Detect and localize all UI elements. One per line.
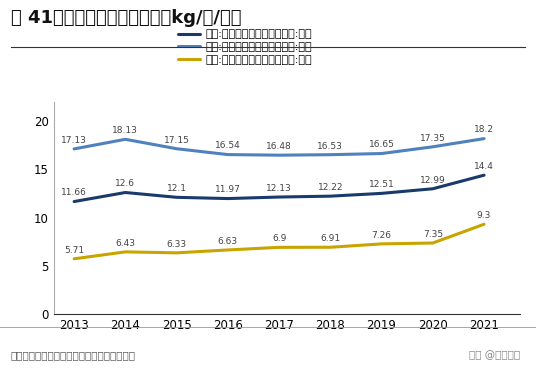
中国:全国居民人均食品消费量:奶类 xyxy=(173,195,180,200)
中国:全国居民人均食品消费量:奶类 xyxy=(122,190,129,195)
Text: 6.9: 6.9 xyxy=(272,234,286,243)
Text: 图 41：我国奶类人均消费量（kg/人/年）: 图 41：我国奶类人均消费量（kg/人/年） xyxy=(11,9,241,28)
Text: 7.35: 7.35 xyxy=(423,230,443,239)
中国:城镇居民人均食品消费量:奶类 xyxy=(71,147,77,151)
Text: 6.91: 6.91 xyxy=(320,234,340,243)
Text: 12.13: 12.13 xyxy=(266,184,292,193)
Text: 17.13: 17.13 xyxy=(61,136,87,145)
Text: 12.51: 12.51 xyxy=(369,180,394,189)
中国:农村居民人均食品消费量:奶类 xyxy=(122,249,129,254)
Text: 16.65: 16.65 xyxy=(369,140,394,149)
Text: 6.63: 6.63 xyxy=(218,237,238,246)
中国:城镇居民人均食品消费量:奶类 xyxy=(327,152,333,157)
中国:全国居民人均食品消费量:奶类 xyxy=(276,195,282,199)
中国:城镇居民人均食品消费量:奶类 xyxy=(225,152,231,157)
Text: 6.43: 6.43 xyxy=(115,239,136,248)
中国:全国居民人均食品消费量:奶类 xyxy=(481,173,487,177)
中国:城镇居民人均食品消费量:奶类 xyxy=(122,137,129,142)
Text: 11.97: 11.97 xyxy=(215,185,241,194)
Text: 16.48: 16.48 xyxy=(266,142,292,151)
Text: 14.4: 14.4 xyxy=(474,162,494,171)
Text: 资料来源：国家统计局、国元证券研究所整理: 资料来源：国家统计局、国元证券研究所整理 xyxy=(11,350,136,360)
Text: 18.2: 18.2 xyxy=(474,125,494,135)
Text: 11.66: 11.66 xyxy=(61,188,87,197)
中国:全国居民人均食品消费量:奶类 xyxy=(225,196,231,201)
Text: 18.13: 18.13 xyxy=(113,126,138,135)
中国:全国居民人均食品消费量:奶类 xyxy=(327,194,333,198)
中国:农村居民人均食品消费量:奶类 xyxy=(225,248,231,252)
Text: 17.35: 17.35 xyxy=(420,134,446,143)
中国:农村居民人均食品消费量:奶类 xyxy=(429,241,436,245)
Line: 中国:农村居民人均食品消费量:奶类: 中国:农村居民人均食品消费量:奶类 xyxy=(74,224,484,259)
中国:全国居民人均食品消费量:奶类 xyxy=(378,191,385,196)
Text: 6.33: 6.33 xyxy=(167,240,187,249)
中国:农村居民人均食品消费量:奶类 xyxy=(276,245,282,249)
中国:全国居民人均食品消费量:奶类 xyxy=(71,199,77,204)
Text: 7.26: 7.26 xyxy=(371,231,392,240)
Text: 知乎 @未来智库: 知乎 @未来智库 xyxy=(469,350,520,360)
Text: 5.71: 5.71 xyxy=(64,246,84,255)
中国:城镇居民人均食品消费量:奶类 xyxy=(276,153,282,158)
中国:城镇居民人均食品消费量:奶类 xyxy=(173,146,180,151)
中国:城镇居民人均食品消费量:奶类 xyxy=(429,144,436,149)
Line: 中国:城镇居民人均食品消费量:奶类: 中国:城镇居民人均食品消费量:奶类 xyxy=(74,139,484,155)
中国:城镇居民人均食品消费量:奶类 xyxy=(378,151,385,156)
Text: 12.99: 12.99 xyxy=(420,176,445,184)
Text: 16.53: 16.53 xyxy=(317,141,343,150)
中国:农村居民人均食品消费量:奶类 xyxy=(327,245,333,249)
Text: 9.3: 9.3 xyxy=(477,211,491,220)
Legend: 中国:全国居民人均食品消费量:奶类, 中国:城镇居民人均食品消费量:奶类, 中国:农村居民人均食品消费量:奶类: 中国:全国居民人均食品消费量:奶类, 中国:城镇居民人均食品消费量:奶类, 中国… xyxy=(176,27,315,67)
中国:农村居民人均食品消费量:奶类 xyxy=(378,242,385,246)
中国:全国居民人均食品消费量:奶类 xyxy=(429,186,436,191)
中国:农村居民人均食品消费量:奶类 xyxy=(481,222,487,226)
中国:农村居民人均食品消费量:奶类 xyxy=(71,257,77,261)
Text: 12.22: 12.22 xyxy=(317,183,343,192)
Text: 12.6: 12.6 xyxy=(115,179,136,188)
Text: 12.1: 12.1 xyxy=(167,184,187,193)
Line: 中国:全国居民人均食品消费量:奶类: 中国:全国居民人均食品消费量:奶类 xyxy=(74,175,484,201)
Text: 16.54: 16.54 xyxy=(215,141,241,150)
中国:城镇居民人均食品消费量:奶类 xyxy=(481,136,487,141)
Text: 17.15: 17.15 xyxy=(163,136,190,144)
中国:农村居民人均食品消费量:奶类 xyxy=(173,251,180,255)
